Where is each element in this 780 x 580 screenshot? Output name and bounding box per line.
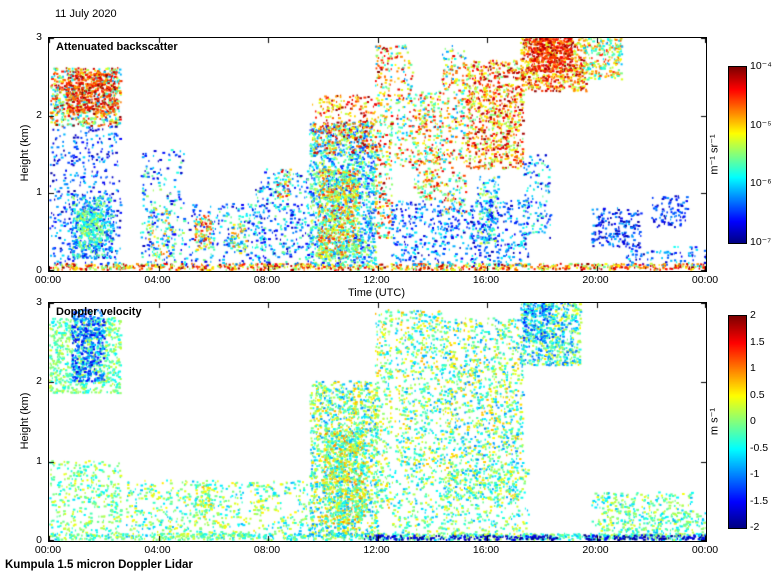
- y-tick-label: 2: [36, 375, 42, 388]
- backscatter-title: Attenuated backscatter: [56, 41, 178, 53]
- y-tick-label: 1: [36, 454, 42, 467]
- velocity-colorbar: [728, 315, 747, 529]
- colorbar-tick-label: 10⁻⁴: [750, 60, 772, 72]
- colorbar-tick-label: -1: [750, 468, 760, 480]
- y-tick-label: 0: [36, 534, 42, 546]
- velocity-colorbar-ticks: 2 1.5 1 0.5 0 -0.5 -1 -1.5 -2: [750, 309, 780, 533]
- x-tick-label: 12:00: [363, 544, 390, 556]
- velocity-title: Doppler velocity: [56, 306, 142, 318]
- velocity-plot: Doppler velocity: [48, 302, 707, 542]
- instrument-label: Kumpula 1.5 micron Doppler Lidar: [5, 559, 193, 571]
- colorbar-tick-label: 0.5: [750, 388, 765, 401]
- y-tick-label: 3: [36, 31, 42, 43]
- x-tick-label: 08:00: [253, 274, 281, 286]
- backscatter-y-axis-ticks: 0 1 2 3: [16, 31, 42, 276]
- y-tick-label: 2: [36, 108, 42, 121]
- colorbar-tick-label: -0.5: [750, 441, 769, 454]
- colorbar-tick-label: 0: [750, 415, 756, 427]
- x-tick-label: 20:00: [582, 274, 609, 286]
- x-tick-label: 00:00: [34, 544, 62, 556]
- velocity-y-axis-ticks: 0 1 2 3: [16, 296, 42, 546]
- velocity-y-axis-label: Height (km): [19, 392, 31, 450]
- backscatter-y-axis-label: Height (km): [19, 124, 31, 182]
- colorbar-tick-label: -1.5: [750, 494, 769, 507]
- x-tick-label: 00:00: [34, 274, 62, 286]
- colorbar-tick-label: 1: [750, 362, 756, 374]
- y-tick-label: 1: [36, 186, 42, 199]
- colorbar-tick-label: 2: [750, 309, 756, 321]
- backscatter-heatmap-canvas: [49, 38, 706, 271]
- x-tick-label: 12:00: [363, 274, 390, 286]
- backscatter-colorbar-canvas: [729, 67, 746, 243]
- x-tick-label: 00:00: [691, 274, 719, 286]
- date-label: 11 July 2020: [55, 8, 117, 20]
- x-tick-label: 16:00: [472, 274, 500, 286]
- backscatter-plot: Attenuated backscatter: [48, 37, 707, 272]
- backscatter-colorbar-label: m⁻¹ sr⁻¹: [708, 134, 721, 175]
- colorbar-tick-label: 1.5: [750, 335, 765, 348]
- backscatter-x-axis-label: Time (UTC): [347, 287, 406, 299]
- x-tick-label: 04:00: [144, 274, 171, 286]
- velocity-colorbar-label: m s⁻¹: [708, 407, 721, 436]
- backscatter-colorbar-ticks: 10⁻⁴ 10⁻⁵ 10⁻⁶ 10⁻⁷: [750, 60, 780, 248]
- velocity-heatmap-canvas: [49, 303, 706, 541]
- x-tick-label: 08:00: [253, 544, 281, 556]
- velocity-x-axis-ticks: 00:00 04:00 08:00 12:00 16:00 20:00 00:00: [35, 544, 718, 558]
- x-tick-label: 00:00: [691, 544, 719, 556]
- x-tick-label: 20:00: [582, 544, 609, 556]
- backscatter-colorbar: [728, 66, 747, 244]
- colorbar-tick-label: 10⁻⁷: [750, 236, 772, 248]
- x-tick-label: 16:00: [472, 544, 500, 556]
- velocity-colorbar-canvas: [729, 316, 746, 528]
- backscatter-x-axis-ticks: 00:00 04:00 08:00 12:00 16:00 20:00 00:00: [35, 274, 718, 288]
- x-tick-label: 04:00: [144, 544, 171, 556]
- colorbar-tick-label: 10⁻⁵: [750, 118, 772, 131]
- colorbar-tick-label: -2: [750, 521, 760, 533]
- colorbar-tick-label: 10⁻⁶: [750, 177, 772, 190]
- y-tick-label: 3: [36, 296, 42, 308]
- y-tick-label: 0: [36, 264, 42, 276]
